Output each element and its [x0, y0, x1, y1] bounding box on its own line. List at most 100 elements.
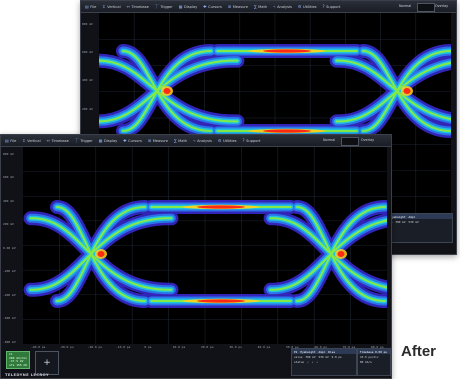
meas-header-eyeheight: Eyeheight [390, 214, 406, 219]
display-icon: ▦ [178, 4, 183, 9]
plus-icon: + [43, 358, 51, 368]
menu-item-display[interactable]: ▦ Display [179, 4, 198, 9]
front-hotspots [95, 204, 347, 304]
menu-item-cursors[interactable]: ✚ Cursors [123, 138, 142, 143]
menu-item-file[interactable]: ▤ File [85, 4, 96, 9]
menu-item-support[interactable]: ? Support [243, 138, 261, 143]
menu-item-measure[interactable]: ⊞ Measure [228, 4, 248, 9]
meas-value-ampl: 530 mV [408, 219, 419, 224]
trigger-icon: ⏉ [74, 137, 79, 143]
y-tick-label: 200 mV [82, 106, 93, 111]
menu-item-utilities[interactable]: ⚙ Utilities [218, 138, 237, 143]
trigger-mode-box[interactable] [341, 137, 359, 146]
add-channel-button[interactable]: + [35, 351, 59, 375]
menu-item-math[interactable]: ∑ Math [254, 4, 267, 9]
eye-diagram-front [23, 147, 387, 344]
menu-item-label: Trigger [160, 4, 173, 9]
math-icon: ∑ [253, 4, 257, 9]
y-tick-label: 800 mV [82, 21, 93, 26]
x-tick-label: 40.0 ps [257, 345, 271, 349]
y-tick-label: 800 mV [3, 151, 14, 156]
meas-value-ampl: 530 mV [318, 354, 329, 359]
x-tick-label: -20.0 ps [87, 345, 103, 349]
menu-item-label: Utilities [303, 4, 317, 9]
menu-item-utilities[interactable]: ⚙ Utilities [298, 4, 317, 9]
trigger-mode-label[interactable]: Normal [323, 138, 336, 142]
menu-item-label: Support [326, 4, 341, 9]
meas-status-eyeheight: ✓ [307, 359, 309, 364]
support-icon: ? [322, 4, 325, 9]
back-trace-layer [99, 50, 451, 132]
y-tick-label: 400 mV [3, 198, 14, 203]
menu-item-vertical[interactable]: ↕ Vertical [22, 138, 40, 143]
x-tick-label: -10.0 ps [116, 345, 131, 349]
menu-item-analysis[interactable]: ⌁ Analysis [273, 4, 292, 9]
timebase-icon: ↔ [46, 138, 50, 143]
channel-vdiv: 200 mV/div [9, 355, 28, 360]
x-tick-label: 0 ps [144, 345, 152, 349]
scope-window-back: ▤ File ↕ Vertical ↔ Timebase ⏉ Trigger ▦ Display ✚… [80, 0, 457, 255]
menu-item-math[interactable]: ∑ Math [174, 138, 187, 143]
menu-item-label: Measure [232, 4, 248, 9]
trigger-mode-box[interactable] [417, 3, 435, 12]
menu-item-label: Support [246, 138, 261, 143]
menu-item-label: Analysis [277, 4, 292, 9]
timebase-panel[interactable]: Timebase 0.00 ps 10.0 ps/div 80 GS/s [357, 348, 391, 376]
vertical-icon: ↕ [22, 138, 26, 143]
display-mode-label[interactable]: Overlay [435, 4, 449, 8]
support-icon: ? [242, 138, 245, 143]
menu-item-label: Cursors [208, 4, 222, 9]
menu-item-label: Display [104, 138, 118, 143]
menu-item-label: Vertical [107, 4, 121, 9]
timebase-title: Timebase 0.00 ps [358, 349, 390, 354]
meas-value-rise: 9.8 ps [331, 354, 342, 359]
menu-item-file[interactable]: ▤ File [5, 138, 16, 143]
eye-diagram-plot-front[interactable] [23, 147, 387, 344]
menu-item-timebase[interactable]: ↔ Timebase [47, 138, 69, 143]
meas-header-eyeheight: Eyeheight [300, 349, 316, 354]
math-icon: ∑ [173, 138, 177, 143]
x-tick-label: 60.0 ps [314, 345, 327, 349]
menu-item-measure[interactable]: ⊞ Measure [148, 138, 168, 143]
brand-logo: TELEDYNE LECROY [5, 372, 49, 377]
menu-item-support[interactable]: ? Support [323, 4, 341, 9]
channel-badge[interactable]: C1 200 mV/div -37.5 mV ofs 155 mV [6, 351, 31, 370]
x-tick-label: 70.0 ps [342, 345, 356, 349]
menu-item-label: Analysis [197, 138, 212, 143]
vertical-icon: ↕ [102, 4, 106, 9]
after-label: After [401, 343, 437, 360]
menu-item-timebase[interactable]: ↔ Timebase [127, 4, 149, 9]
y-tick-label: -400 mV [3, 292, 16, 297]
back-hotspots [161, 48, 413, 134]
meas-header-ampl: Ampl [408, 214, 416, 219]
y-tick-label: 600 mV [82, 49, 93, 54]
menu-item-label: File [10, 138, 17, 143]
menu-item-trigger[interactable]: ⏉ Trigger [155, 4, 173, 10]
x-tick-label: 80.0 ps [371, 345, 384, 349]
y-tick-label: 600 mV [3, 175, 14, 179]
menu-item-label: Measure [152, 138, 168, 143]
x-tick-label: -40.0 ps [31, 345, 46, 349]
x-tick-label: 20.0 ps [201, 345, 214, 349]
y-tick-label: 400 mV [82, 78, 93, 83]
menu-item-label: Math [258, 4, 268, 9]
menu-item-display[interactable]: ▦ Display [99, 138, 118, 143]
meas-header-p1: P1 [294, 349, 298, 354]
timebase-div: 10.0 ps/div [360, 354, 379, 359]
meas-header-rise: Rise [328, 349, 336, 354]
trigger-icon: ⏉ [154, 3, 159, 9]
menu-item-cursors[interactable]: ✚ Cursors [203, 4, 222, 9]
menu-item-vertical[interactable]: ↕ Vertical [102, 4, 120, 9]
trigger-mode-label[interactable]: Normal [399, 4, 412, 8]
utilities-icon: ⚙ [297, 4, 302, 9]
meas-status-rise: ✓ [316, 359, 319, 364]
display-mode-label[interactable]: Overlay [361, 138, 375, 142]
measurement-panel[interactable]: P1 Eyeheight Ampl Rise value 380 mV 530 … [291, 348, 357, 376]
file-icon: ▤ [85, 4, 89, 9]
menu-item-label: Cursors [128, 138, 142, 143]
cursors-icon: ✚ [203, 4, 207, 9]
menu-item-trigger[interactable]: ⏉ Trigger [75, 138, 93, 144]
timebase-rate: 80 GS/s [360, 359, 372, 364]
menu-item-analysis[interactable]: ⌁ Analysis [193, 138, 212, 143]
meas-value-eyeheight: 380 mV [395, 219, 406, 224]
